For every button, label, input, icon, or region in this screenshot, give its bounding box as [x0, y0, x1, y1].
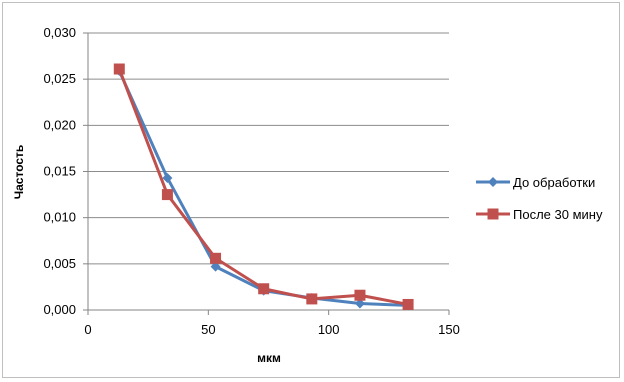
legend-item: После 30 мину	[476, 207, 603, 222]
y-tick-label: 0,010	[43, 210, 76, 225]
series-line	[117, 70, 409, 307]
x-tick-label: 50	[201, 322, 215, 337]
y-tick-label: 0,030	[43, 25, 76, 40]
data-point-square	[402, 298, 414, 310]
y-tick-label: 0,015	[43, 164, 76, 179]
legend: До обработки После 30 мину	[476, 175, 603, 222]
y-axis-title: Частость	[12, 145, 26, 200]
x-tick-label: 150	[438, 322, 460, 337]
y-tick-label: 0,000	[43, 302, 76, 317]
data-point-square	[113, 63, 125, 75]
x-tick-labels: 0 50 100 150	[84, 322, 459, 337]
data-point-diamond	[354, 298, 365, 309]
y-tick-labels: 0,000 0,005 0,010 0,015 0,020 0,025 0,030	[43, 25, 76, 317]
series-2	[113, 63, 414, 310]
x-tick-label: 0	[84, 322, 91, 337]
data-point-diamond	[162, 172, 173, 183]
data-point-square	[258, 283, 270, 295]
data-point-square	[210, 252, 222, 264]
chart-frame	[2, 2, 620, 378]
gridlines	[88, 32, 449, 265]
x-tick-label: 100	[318, 322, 340, 337]
series-line	[117, 68, 409, 306]
legend-item: До обработки	[476, 175, 595, 190]
x-axis-title: мкм	[257, 351, 281, 365]
data-point-diamond	[210, 261, 221, 272]
data-point-square	[306, 293, 318, 305]
series-lines	[113, 63, 414, 311]
legend-label: До обработки	[513, 175, 595, 190]
data-point-square	[354, 289, 366, 301]
y-tick-label: 0,020	[43, 117, 76, 132]
y-tick-label: 0,025	[43, 71, 76, 86]
axes	[83, 32, 450, 315]
data-point-square	[161, 189, 173, 201]
legend-label: После 30 мину	[513, 207, 603, 222]
y-tick-label: 0,005	[43, 256, 76, 271]
data-point-square	[487, 208, 499, 220]
series-1	[114, 65, 414, 311]
data-point-diamond	[488, 177, 498, 187]
